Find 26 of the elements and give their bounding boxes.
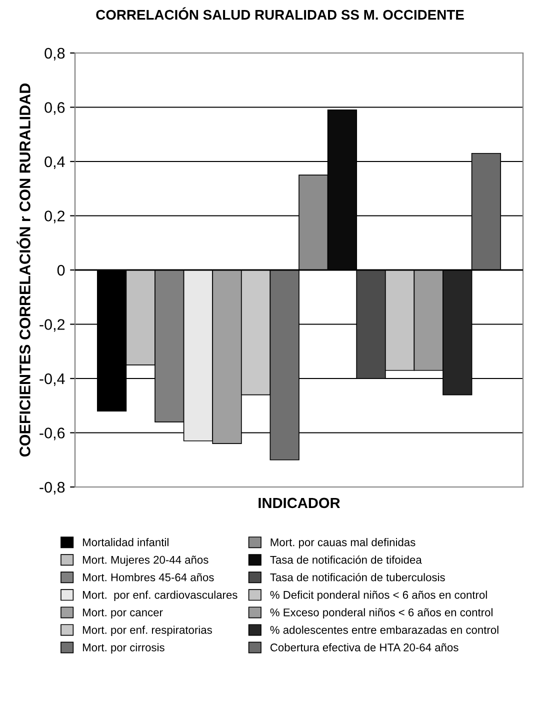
y-tick-label: -0,8 bbox=[40, 482, 65, 494]
y-axis-title: COEFICIENTES CORRELACIÓN r CON RURALIDAD bbox=[16, 83, 30, 457]
y-tick-label: 0,8 bbox=[44, 48, 65, 60]
legend-label: Mort. por enf. respiratorias bbox=[82, 626, 212, 636]
legend-label: Mort. por cirrosis bbox=[82, 643, 164, 654]
legend-label: Tasa de notificación de tuberculosis bbox=[270, 572, 445, 582]
legend-label: Mort. por cauas mal definidas bbox=[270, 538, 416, 548]
y-tick-label: 0,4 bbox=[44, 156, 65, 169]
legend-label: % Exceso ponderal niños < 6 años en control bbox=[270, 608, 492, 619]
legend-label: Cobertura efectiva de HTA 20-64 años bbox=[270, 643, 458, 652]
legend-label: Mort. Mujeres 20-44 años bbox=[82, 556, 208, 566]
legend-label: Mort. por cancer bbox=[82, 608, 163, 619]
legend-label: % adolescentes entre embarazadas en control bbox=[270, 626, 498, 634]
y-tick-label: 0,2 bbox=[44, 210, 65, 224]
y-tick-label: 0 bbox=[57, 264, 65, 276]
y-tick-label: -0,2 bbox=[40, 319, 65, 332]
y-tick-label: -0,6 bbox=[40, 428, 65, 440]
x-axis-title: INDICADOR bbox=[258, 498, 340, 508]
legend-label: Tasa de notificación de tifoidea bbox=[270, 555, 422, 564]
legend-label: Mort. Hombres 45-64 años bbox=[82, 573, 214, 582]
y-tick-label: -0,4 bbox=[40, 373, 65, 386]
chart-title: CORRELACIÓN SALUD RURALIDAD SS M. OCCIDENTE bbox=[96, 7, 464, 20]
y-tick-label: 0,6 bbox=[44, 102, 65, 115]
legend-label: % Deficit ponderal niños < 6 años en control bbox=[270, 590, 487, 601]
legend-label: Mortalidad infantil bbox=[82, 538, 168, 546]
legend-label: Mort. por enf. cardiovasculares bbox=[82, 590, 238, 601]
